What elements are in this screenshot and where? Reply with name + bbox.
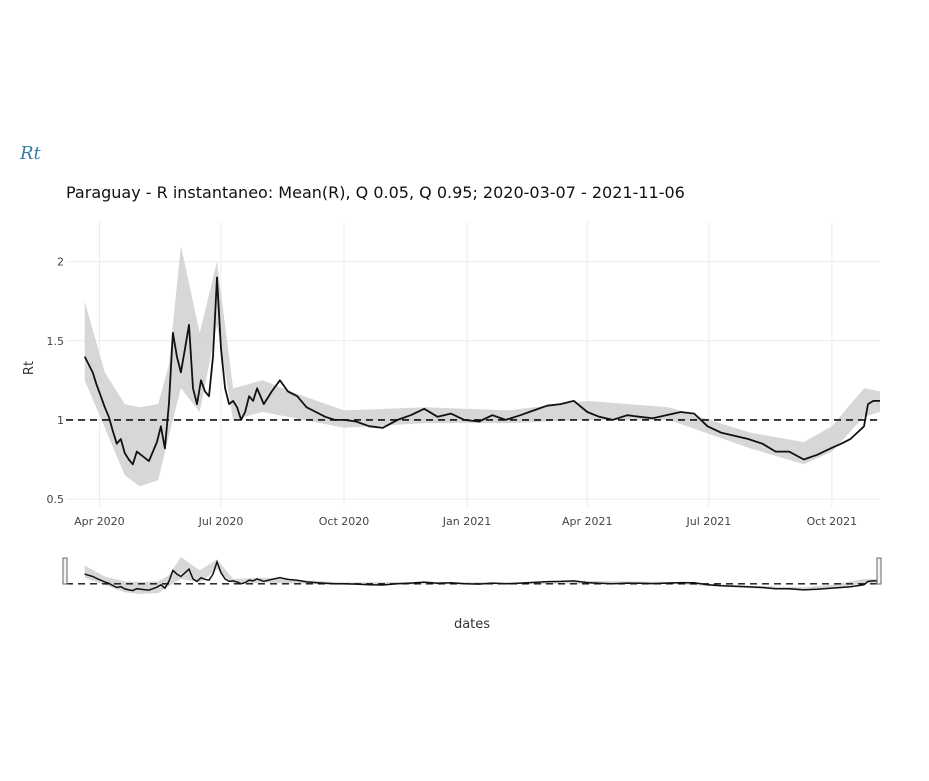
x-tick-label: Jan 2021 bbox=[442, 515, 491, 528]
x-tick-label: Jul 2021 bbox=[686, 515, 732, 528]
x-axis-title: dates bbox=[454, 617, 490, 632]
confidence-band bbox=[84, 245, 880, 487]
y-tick-label: 1 bbox=[57, 414, 64, 427]
y-tick-label: 1.5 bbox=[47, 335, 65, 348]
slider-left-handle[interactable] bbox=[62, 557, 68, 585]
x-tick-label: Apr 2021 bbox=[562, 515, 613, 528]
x-tick-label: Oct 2020 bbox=[319, 515, 370, 528]
confidence-band-layer bbox=[84, 245, 880, 487]
line-layer bbox=[66, 276, 880, 466]
x-tick-label: Oct 2021 bbox=[807, 515, 858, 528]
range-slider[interactable] bbox=[62, 557, 882, 594]
y-tick-label: 2 bbox=[57, 256, 64, 269]
y-tick-label: 0.5 bbox=[47, 493, 65, 506]
x-tick-label: Jul 2020 bbox=[198, 515, 244, 528]
slider-right-handle[interactable] bbox=[876, 557, 882, 585]
slider-line bbox=[84, 559, 880, 592]
tick-layer: 0.5 1 1.5 2 Apr 2020 Jul 2020 Oct 2020 Jan 2021… bbox=[47, 256, 858, 528]
x-tick-label: Apr 2020 bbox=[74, 515, 125, 528]
y-axis-title: Rt bbox=[22, 361, 37, 375]
mean-r-line bbox=[83, 276, 880, 466]
slider-band bbox=[84, 557, 880, 594]
section-heading: Rt bbox=[20, 143, 41, 164]
chart-title: Paraguay - R instantaneo: Mean(R), Q 0.0… bbox=[66, 183, 685, 202]
